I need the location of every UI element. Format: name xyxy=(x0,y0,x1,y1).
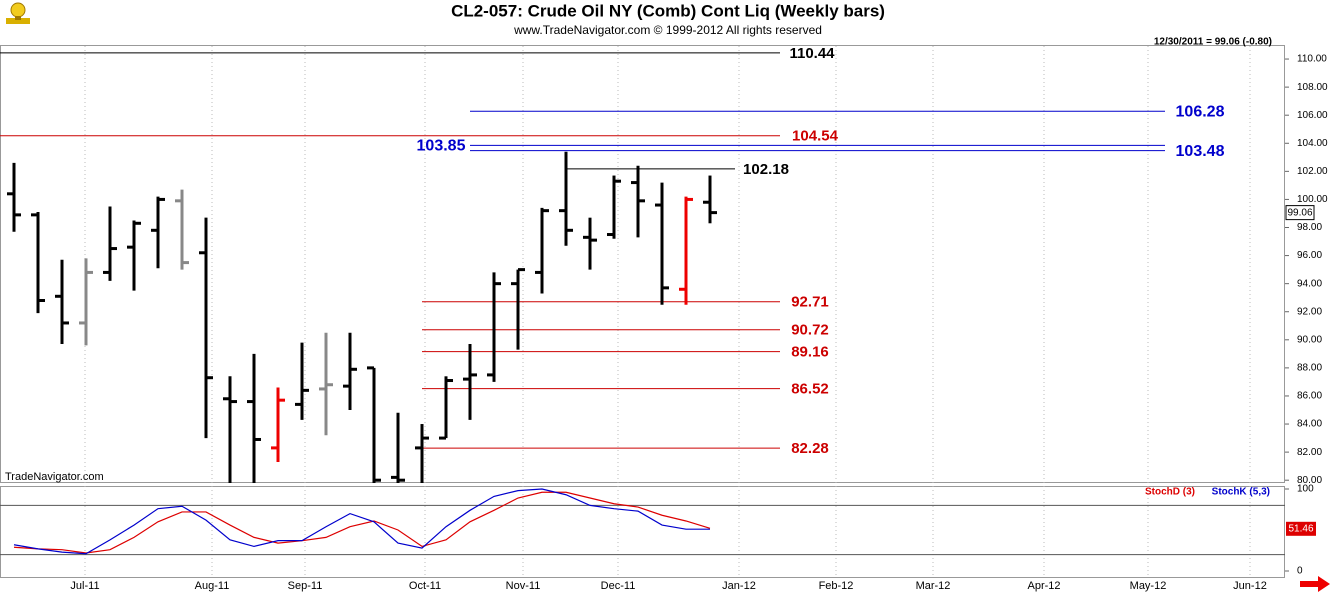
price-box-label: 99.06 xyxy=(1287,207,1312,218)
stoch-line xyxy=(13,491,711,554)
y-tick-label: 88.00 xyxy=(1297,363,1322,374)
y-tick-label: 92.00 xyxy=(1297,306,1322,317)
x-tick-label: Jun-12 xyxy=(1233,580,1267,592)
level-label: 103.85 xyxy=(417,138,466,155)
x-tick-label: Feb-12 xyxy=(819,580,854,592)
y-tick-label: 100.00 xyxy=(1297,194,1328,205)
y-tick-label: 84.00 xyxy=(1297,419,1322,430)
legend-entry: StochD (3) xyxy=(1145,487,1195,498)
level-label: 102.18 xyxy=(743,161,789,178)
level-label: 82.28 xyxy=(791,440,829,457)
x-tick-label: Mar-12 xyxy=(916,580,951,592)
price-bars xyxy=(7,151,717,483)
y-tick-label: 0 xyxy=(1297,566,1303,577)
legend-entry: StochK (5,3) xyxy=(1212,487,1270,498)
level-label: 103.48 xyxy=(1176,143,1225,160)
x-tick-label: Dec-11 xyxy=(601,580,636,592)
logo xyxy=(6,2,30,24)
x-tick-label: Nov-11 xyxy=(506,580,541,592)
y-tick-label: 98.00 xyxy=(1297,222,1322,233)
header-note: 12/30/2011 = 99.06 (-0.80) xyxy=(1154,37,1272,48)
stoch-panel xyxy=(0,486,1285,578)
x-tick-label: Apr-12 xyxy=(1027,580,1060,592)
x-tick-label: Aug-11 xyxy=(195,580,230,592)
subtitle: www.TradeNavigator.com © 1999-2012 All r… xyxy=(513,23,822,37)
chart-title: CL2-057: Crude Oil NY (Comb) Cont Liq (W… xyxy=(451,1,885,20)
price-box xyxy=(1285,205,1315,221)
value-box-label: 51.46 xyxy=(1288,523,1313,534)
watermark: TradeNavigator.com xyxy=(5,471,104,483)
y-tick-label: 100 xyxy=(1297,484,1314,495)
x-tick-label: May-12 xyxy=(1130,580,1167,592)
y-tick-label: 80.00 xyxy=(1297,475,1322,486)
y-tick-label: 104.00 xyxy=(1297,138,1328,149)
stoch-line xyxy=(13,488,710,555)
level-label: 89.16 xyxy=(791,344,829,361)
y-tick-label: 106.00 xyxy=(1297,110,1328,121)
scroll-arrow[interactable] xyxy=(1300,576,1330,592)
x-tick-label: Jan-12 xyxy=(722,580,756,592)
y-tick-label: 94.00 xyxy=(1297,278,1322,289)
y-tick-label: 96.00 xyxy=(1297,250,1322,261)
x-tick-label: Oct-11 xyxy=(409,580,441,592)
level-label: 104.54 xyxy=(792,128,839,145)
level-label: 92.71 xyxy=(791,294,829,311)
level-label: 90.72 xyxy=(791,322,829,339)
y-tick-label: 82.00 xyxy=(1297,447,1322,458)
y-tick-label: 86.00 xyxy=(1297,391,1322,402)
y-tick-label: 102.00 xyxy=(1297,166,1328,177)
level-label: 106.28 xyxy=(1176,103,1225,120)
y-tick-label: 108.00 xyxy=(1297,82,1328,93)
y-tick-label: 110.00 xyxy=(1297,54,1327,65)
y-tick-label: 90.00 xyxy=(1297,334,1322,345)
price-panel xyxy=(0,45,1285,483)
x-tick-label: Jul-11 xyxy=(70,580,99,592)
x-tick-label: Sep-11 xyxy=(288,580,323,592)
value-box xyxy=(1286,521,1316,536)
level-label: 86.52 xyxy=(791,381,829,398)
level-label: 110.44 xyxy=(789,45,835,62)
